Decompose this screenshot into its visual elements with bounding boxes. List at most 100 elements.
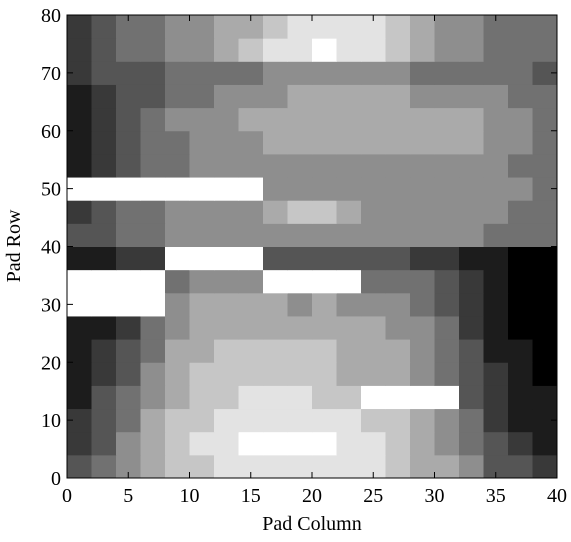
cell <box>165 431 190 456</box>
cell <box>140 385 166 410</box>
cell <box>410 177 435 201</box>
cell <box>165 339 190 363</box>
cell <box>214 200 239 224</box>
cell <box>459 408 484 433</box>
cell <box>263 246 288 271</box>
cell <box>238 223 264 247</box>
cell <box>508 431 533 456</box>
cell <box>214 292 239 317</box>
cell <box>189 130 215 155</box>
cell <box>483 15 509 39</box>
cell <box>67 385 92 410</box>
cell <box>410 200 435 224</box>
cell <box>508 153 533 178</box>
cell <box>189 315 215 340</box>
y-tick-label: 0 <box>51 468 61 490</box>
cell <box>508 130 533 155</box>
cell <box>361 454 386 479</box>
y-tick-label: 50 <box>41 179 61 201</box>
cell <box>287 200 313 224</box>
cell <box>508 200 533 224</box>
cell <box>263 362 288 386</box>
cell <box>238 431 264 456</box>
cell <box>434 107 460 132</box>
cell <box>67 339 92 363</box>
cell <box>165 362 190 386</box>
cell <box>508 246 533 271</box>
cell <box>287 362 313 386</box>
cell <box>140 61 166 85</box>
cell <box>385 107 411 132</box>
cell <box>336 431 362 456</box>
cell <box>91 362 117 386</box>
x-tick-label: 35 <box>486 485 506 507</box>
cell <box>67 315 92 340</box>
cell <box>361 130 386 155</box>
cell <box>67 223 92 247</box>
cell <box>238 292 264 317</box>
cell <box>91 269 117 294</box>
cell <box>508 223 533 247</box>
cell <box>238 38 264 62</box>
cell <box>165 292 190 317</box>
cell <box>238 315 264 340</box>
cell <box>67 269 92 294</box>
cell <box>459 61 484 85</box>
cell <box>263 339 288 363</box>
cell <box>116 339 141 363</box>
cell <box>189 200 215 224</box>
cell <box>434 223 460 247</box>
cell <box>336 454 362 479</box>
cell <box>214 315 239 340</box>
cell <box>532 431 558 456</box>
cell <box>483 84 509 109</box>
cell <box>91 246 117 271</box>
cell <box>214 107 239 132</box>
cell <box>459 153 484 178</box>
cell <box>434 408 460 433</box>
cell <box>116 315 141 340</box>
cell <box>312 15 337 39</box>
cell <box>287 408 313 433</box>
cell <box>410 15 435 39</box>
cell <box>532 200 558 224</box>
cell <box>116 177 141 201</box>
cell <box>336 408 362 433</box>
cell <box>459 385 484 410</box>
cell <box>532 292 558 317</box>
cell <box>165 153 190 178</box>
cell <box>91 200 117 224</box>
cell <box>67 246 92 271</box>
cell <box>508 84 533 109</box>
cell <box>385 223 411 247</box>
cell <box>361 408 386 433</box>
cell <box>116 153 141 178</box>
cell <box>263 431 288 456</box>
cell <box>116 84 141 109</box>
cell <box>361 431 386 456</box>
cell <box>483 315 509 340</box>
cell <box>263 292 288 317</box>
cell <box>459 292 484 317</box>
cell <box>238 107 264 132</box>
cell <box>238 61 264 85</box>
cell <box>263 84 288 109</box>
cell <box>434 431 460 456</box>
y-tick-label: 80 <box>41 5 61 27</box>
cell <box>116 200 141 224</box>
cell <box>385 362 411 386</box>
cell <box>483 246 509 271</box>
cell <box>263 223 288 247</box>
cell <box>91 223 117 247</box>
cell <box>312 130 337 155</box>
cell <box>385 84 411 109</box>
cell <box>263 385 288 410</box>
cell <box>361 15 386 39</box>
cell <box>140 223 166 247</box>
cell <box>91 61 117 85</box>
cell <box>67 200 92 224</box>
cell <box>263 38 288 62</box>
cell <box>459 130 484 155</box>
cell <box>385 431 411 456</box>
